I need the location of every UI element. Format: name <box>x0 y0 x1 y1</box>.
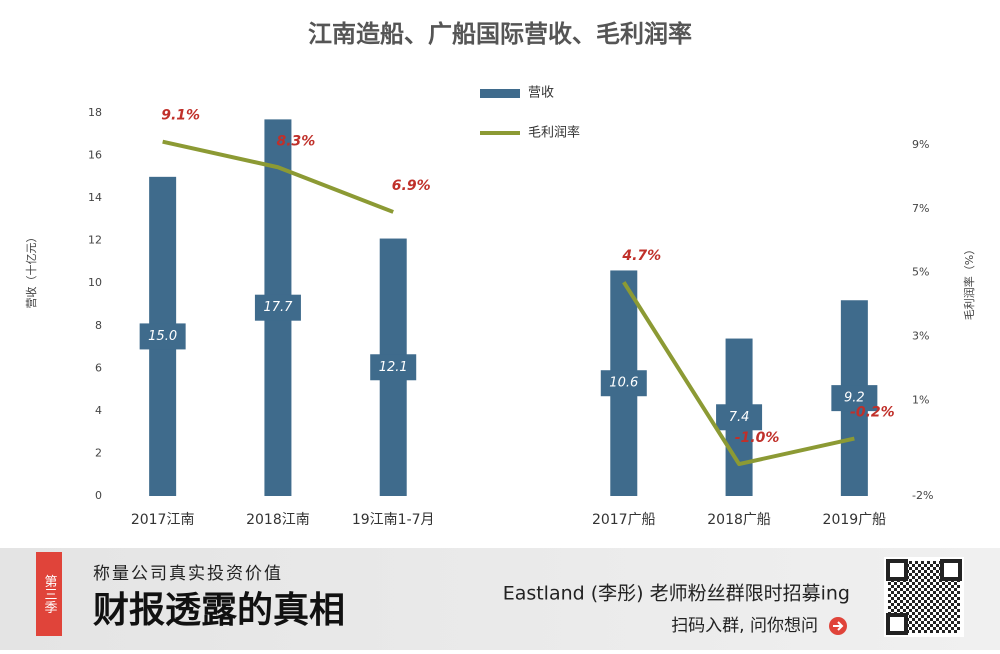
y2-tick-label: 7% <box>912 202 929 215</box>
x-tick-label: 2019广船 <box>823 512 887 528</box>
y-tick-label: 6 <box>95 361 102 374</box>
line <box>162 139 855 467</box>
y2-tick-label: 9% <box>912 138 929 151</box>
qr-finder <box>886 613 908 635</box>
y-tick-label: 10 <box>88 276 102 289</box>
bar-label-box <box>370 354 417 381</box>
season-tag <box>36 552 62 636</box>
y-tick-label: 8 <box>95 319 102 332</box>
bar-value-label: 7.4 <box>729 410 750 425</box>
x-tick-label: 2018广船 <box>707 512 771 528</box>
banner: 第三季 称量公司真实投资价值 财报透露的真相 Eastland (李彤) 老师粉… <box>0 548 1000 650</box>
line-value-label: 9.1% <box>161 108 200 124</box>
y-tick-label: 18 <box>88 106 102 119</box>
line-value-label: 6.9% <box>392 178 431 194</box>
x-tick-label: 2017江南 <box>131 512 195 528</box>
banner-title: 财报透露的真相 <box>93 590 345 631</box>
y2-tick-label: 5% <box>912 266 929 279</box>
y-tick-label: 4 <box>95 404 102 417</box>
banner-action: 扫码入群, 问你想问 <box>671 616 818 636</box>
y2-tick-label: -2% <box>912 489 933 502</box>
y2-axis-label: 毛利润率（%） <box>962 244 976 320</box>
y-tick-label: 2 <box>95 446 102 459</box>
chart-title: 江南造船、广船国际营收、毛利润率 <box>308 20 692 48</box>
arrow-glyph <box>833 621 844 631</box>
qr-finder <box>886 559 908 581</box>
bar-value-label: 12.1 <box>379 360 408 375</box>
y-tick-label: 0 <box>95 489 102 502</box>
bar-label-box <box>600 370 647 397</box>
y-tick-label: 14 <box>88 191 102 204</box>
bar-label-box <box>831 385 878 412</box>
bar-label-box <box>254 294 301 321</box>
x-tick-label: 2018江南 <box>246 512 310 528</box>
legend-label: 毛利润率 <box>528 125 580 141</box>
season-tag-text: 第三季 <box>42 575 58 614</box>
line-value-label: -1.0% <box>735 430 780 446</box>
x-tick-label: 2017广船 <box>592 512 656 528</box>
banner-subtitle: 称量公司真实投资价值 <box>93 564 283 584</box>
banner-promo: Eastland (李彤) 老师粉丝群限时招募ing <box>503 583 850 605</box>
line-value-label: -0.2% <box>850 405 895 421</box>
legend-label: 营收 <box>528 86 554 101</box>
bar-label-box <box>716 404 763 431</box>
bar-label-box <box>139 323 186 350</box>
bar-value-label: 10.6 <box>609 376 638 391</box>
qr-code <box>884 557 964 637</box>
line-value-label: 4.7% <box>621 248 661 264</box>
y2-tick-label: 1% <box>912 393 929 406</box>
bar-value-label: 17.7 <box>263 300 293 315</box>
y-tick-label: 12 <box>88 234 102 247</box>
legend-swatch <box>480 89 520 98</box>
bar-value-label: 9.2 <box>844 391 865 406</box>
bar-value-label: 15.0 <box>148 329 177 344</box>
qr-finder <box>940 559 962 581</box>
y2-tick-label: 3% <box>912 329 929 342</box>
y-tick-label: 16 <box>88 149 102 162</box>
x-tick-label: 19江南1-7月 <box>352 512 435 528</box>
y-axis-label: 营收（十亿元） <box>24 232 38 309</box>
line-value-label: 8.3% <box>277 133 316 149</box>
